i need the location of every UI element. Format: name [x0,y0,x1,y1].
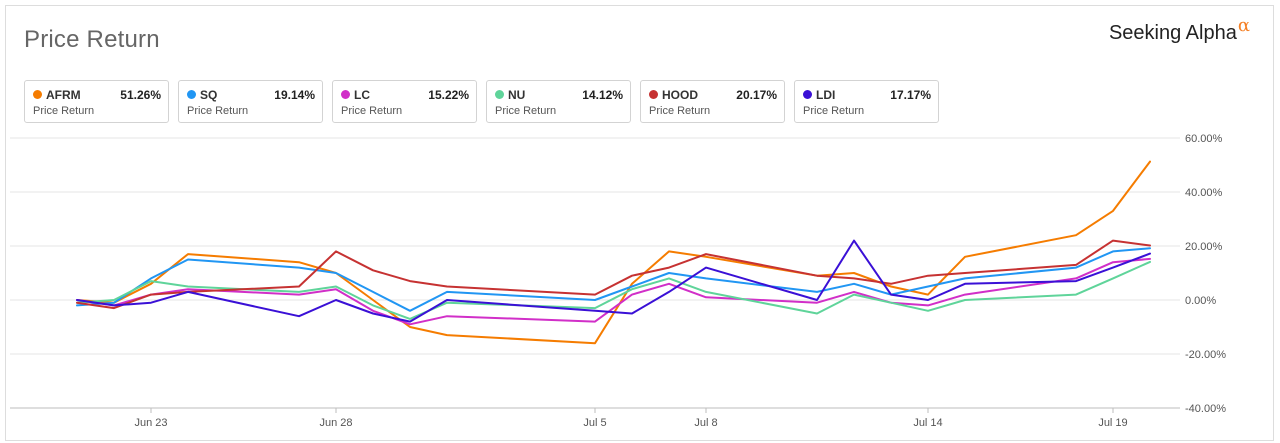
series-line-afrm [76,160,1151,345]
y-tick-label: 0.00% [1185,295,1216,307]
legend-value: 15.22% [428,88,469,102]
x-tick-label: Jul 19 [1098,417,1127,429]
series-color-dot-icon [187,90,196,99]
legend-symbol: SQ [200,88,218,102]
legend-chip-hood[interactable]: HOOD 20.17% Price Return [640,80,785,123]
legend-chip-afrm[interactable]: AFRM 51.26% Price Return [24,80,169,123]
series-line-hood [76,239,1151,310]
y-tick-label: -40.00% [1185,403,1226,415]
legend-subtitle: Price Return [803,105,865,117]
legend-chip-lc[interactable]: LC 15.22% Price Return [332,80,477,123]
series-line-ldi [76,239,1151,323]
brand-logo: Seeking Alphaα [1108,15,1250,45]
legend: AFRM 51.26% Price Return SQ 19.14% Price… [24,80,939,123]
legend-value: 19.14% [274,88,315,102]
legend-subtitle: Price Return [33,105,95,117]
y-tick-label: 20.00% [1185,241,1223,253]
legend-value: 17.17% [890,88,931,102]
page-title: Price Return [24,26,160,53]
series-line-sq [76,247,1151,312]
legend-value: 51.26% [120,88,161,102]
legend-chip-sq[interactable]: SQ 19.14% Price Return [178,80,323,123]
brand-name: Seeking Alpha [1108,22,1237,44]
series-color-dot-icon [649,90,658,99]
series-color-dot-icon [33,90,42,99]
legend-chip-ldi[interactable]: LDI 17.17% Price Return [794,80,939,123]
legend-subtitle: Price Return [495,105,557,117]
series-line-nu [76,260,1151,320]
legend-symbol: AFRM [46,88,81,102]
x-tick-label: Jul 8 [694,417,717,429]
legend-symbol: LDI [816,88,836,102]
legend-chip-nu[interactable]: NU 14.12% Price Return [486,80,631,123]
legend-subtitle: Price Return [341,105,403,117]
legend-value: 14.12% [582,88,623,102]
legend-symbol: HOOD [662,88,698,102]
legend-symbol: NU [508,88,526,102]
legend-subtitle: Price Return [649,105,711,117]
x-tick-label: Jun 28 [319,417,352,429]
alpha-icon: α [1237,15,1250,36]
legend-value: 20.17% [736,88,777,102]
series-color-dot-icon [495,90,504,99]
x-tick-label: Jul 5 [583,417,606,429]
series-color-dot-icon [803,90,812,99]
chart-panel [5,5,1274,441]
x-tick-label: Jul 14 [913,417,942,429]
y-tick-label: -20.00% [1185,349,1226,361]
legend-subtitle: Price Return [187,105,249,117]
y-tick-label: 40.00% [1185,187,1223,199]
series-color-dot-icon [341,90,350,99]
x-tick-label: Jun 23 [134,417,167,429]
legend-symbol: LC [354,88,370,102]
y-tick-label: 60.00% [1185,133,1223,145]
